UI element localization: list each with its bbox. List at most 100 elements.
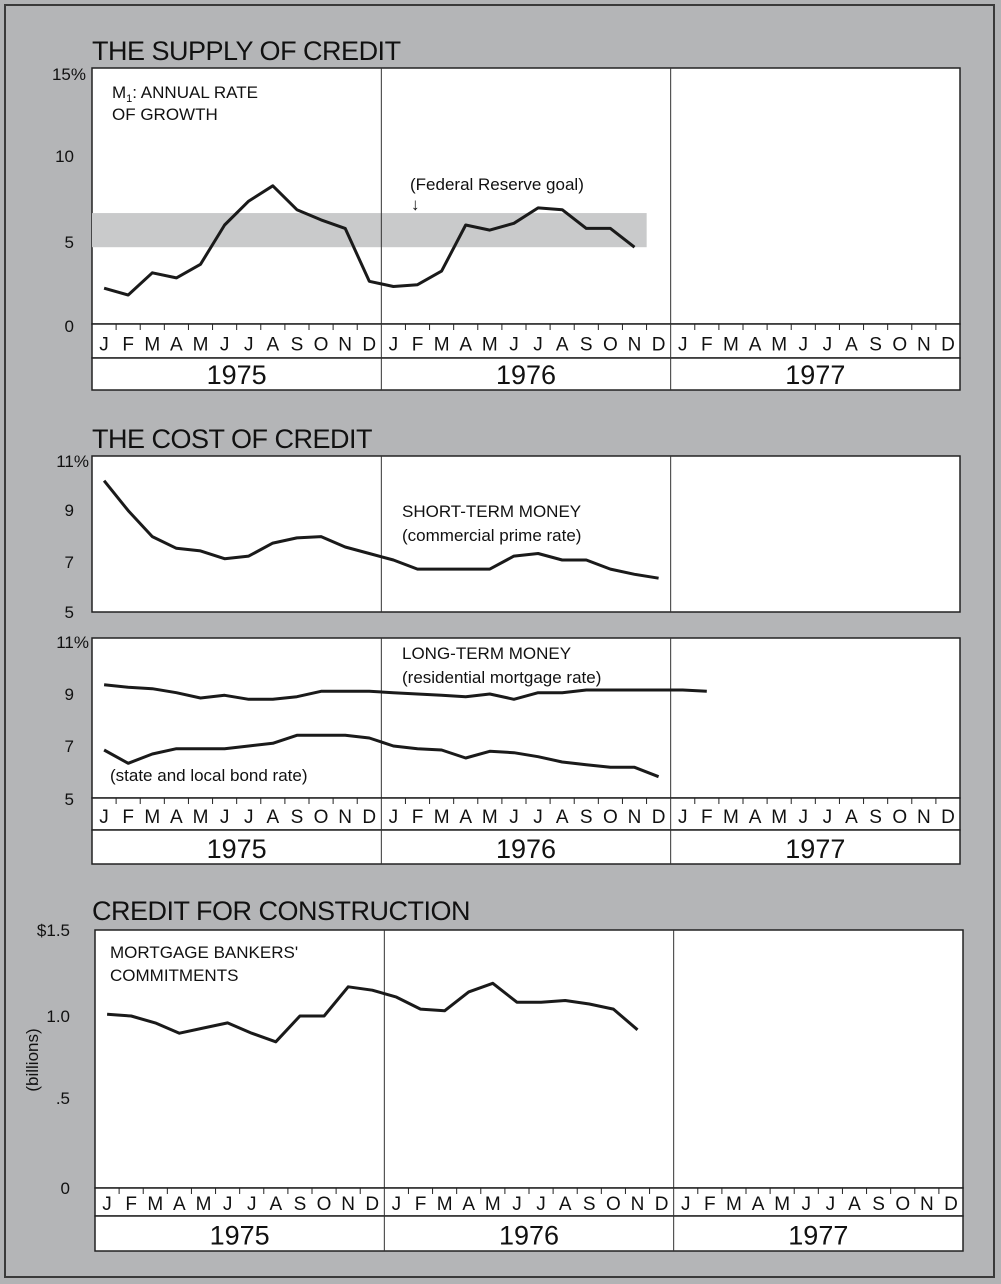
long-term-ytick-9: 9: [65, 685, 74, 704]
supply-month-label: A: [459, 335, 472, 356]
supply-month-label: F: [701, 335, 713, 356]
federal-reserve-goal-band: [92, 213, 647, 248]
construction-month-label: O: [895, 1194, 910, 1215]
short-term-plot-area: [91, 455, 961, 613]
supply-ytick-15: 15%: [52, 65, 86, 84]
supply-month-label: J: [509, 335, 519, 356]
supply-series-label: M1: ANNUAL RATE: [112, 83, 258, 105]
annotation-arrow: ↓: [411, 195, 420, 214]
m1-growth-line: [103, 184, 636, 297]
cost-month-label: J: [389, 807, 399, 828]
short-term-label: SHORT-TERM MONEY: [402, 502, 581, 521]
cost-month-label: A: [459, 807, 472, 828]
construction-month-label: J: [536, 1194, 546, 1215]
cost-month-label: F: [412, 807, 424, 828]
short-term-ytick-9: 9: [65, 501, 74, 520]
supply-month-label: D: [362, 335, 376, 356]
supply-month-label: D: [652, 335, 666, 356]
long-term-ytick-11: 11%: [56, 633, 89, 652]
construction-month-label: O: [606, 1194, 621, 1215]
construction-month-label: J: [247, 1194, 257, 1215]
construction-month-label: N: [631, 1194, 645, 1215]
supply-month-label: N: [917, 335, 931, 356]
construction-month-label: J: [392, 1194, 402, 1215]
supply-month-label: O: [603, 335, 618, 356]
bond-rate-line: [103, 733, 660, 779]
construction-year-strip: [94, 1215, 964, 1252]
cost-month-label: N: [628, 807, 642, 828]
short-term-chart: THE COST OF CREDIT SHORT-TERM MONEY (com…: [56, 424, 961, 622]
construction-month-label: M: [485, 1194, 501, 1215]
supply-month-label: J: [99, 335, 109, 356]
construction-month-label: A: [848, 1194, 861, 1215]
supply-month-label: O: [892, 335, 907, 356]
construction-ytick-1.0: 1.0: [46, 1007, 70, 1026]
cost-month-label: J: [533, 807, 543, 828]
cost-month-label: M: [193, 807, 209, 828]
construction-month-label: A: [173, 1194, 186, 1215]
supply-month-label: S: [869, 335, 882, 356]
supply-plot-area: [91, 67, 961, 325]
cost-month-label: M: [723, 807, 739, 828]
supply-month-label: S: [291, 335, 304, 356]
cost-month-label: A: [170, 807, 183, 828]
construction-month-label: D: [655, 1194, 669, 1215]
construction-month-label: J: [223, 1194, 233, 1215]
supply-month-label: M: [193, 335, 209, 356]
supply-month-label: S: [580, 335, 593, 356]
construction-ytick-.5: .5: [56, 1089, 70, 1108]
short-term-sublabel: (commercial prime rate): [402, 526, 581, 545]
long-term-ytick-5: 5: [65, 790, 74, 809]
supply-month-label: N: [338, 335, 352, 356]
supply-chart-title: THE SUPPLY OF CREDIT: [92, 36, 401, 66]
construction-month-label: A: [559, 1194, 572, 1215]
long-term-sublabel: (residential mortgage rate): [402, 668, 601, 687]
cost-month-label: D: [941, 807, 955, 828]
supply-month-label: J: [244, 335, 254, 356]
construction-ytick-1.5: $1.5: [37, 921, 70, 940]
supply-ytick-10: 10: [55, 147, 74, 166]
construction-month-label: O: [317, 1194, 332, 1215]
cost-month-label: D: [362, 807, 376, 828]
supply-month-label: J: [823, 335, 833, 356]
cost-month-label: S: [291, 807, 304, 828]
construction-month-label: D: [944, 1194, 958, 1215]
cost-month-label: M: [482, 807, 498, 828]
construction-y-axis-label: (billions): [23, 1028, 42, 1091]
supply-month-label: F: [122, 335, 134, 356]
federal-reserve-goal-annotation: (Federal Reserve goal): [410, 175, 584, 194]
construction-month-label: J: [826, 1194, 836, 1215]
cost-month-label: J: [678, 807, 688, 828]
supply-month-label: F: [412, 335, 424, 356]
bond-rate-label: (state and local bond rate): [110, 766, 308, 785]
cost-month-label: A: [749, 807, 762, 828]
cost-month-label: M: [771, 807, 787, 828]
mortgage-commitments-line: [106, 981, 639, 1044]
long-term-plot-area: [91, 637, 961, 799]
construction-month-label: J: [512, 1194, 522, 1215]
cost-month-label: A: [845, 807, 858, 828]
construction-month-label: A: [269, 1194, 282, 1215]
cost-year-strip: [91, 829, 961, 865]
construction-month-label: J: [802, 1194, 812, 1215]
supply-month-label: A: [749, 335, 762, 356]
construction-month-label: J: [102, 1194, 112, 1215]
cost-month-label: J: [244, 807, 254, 828]
construction-series-label: MORTGAGE BANKERS': [110, 943, 298, 962]
cost-month-label: O: [603, 807, 618, 828]
construction-month-label: A: [462, 1194, 475, 1215]
supply-year-strip: [91, 357, 961, 391]
supply-month-label: J: [220, 335, 230, 356]
prime-rate-line: [102, 479, 659, 580]
construction-year-label-1975: 1975: [210, 1221, 270, 1251]
construction-month-label: J: [681, 1194, 691, 1215]
construction-chart-title: CREDIT FOR CONSTRUCTION: [92, 896, 470, 926]
cost-month-label: M: [144, 807, 160, 828]
short-term-ytick-11: 11%: [56, 452, 89, 471]
long-term-label: LONG-TERM MONEY: [402, 644, 571, 663]
supply-chart: THE SUPPLY OF CREDIT M1: ANNUAL RATE OF …: [52, 36, 961, 391]
construction-month-label: D: [365, 1194, 379, 1215]
short-term-ytick-7: 7: [65, 553, 74, 572]
supply-month-label: D: [941, 335, 955, 356]
